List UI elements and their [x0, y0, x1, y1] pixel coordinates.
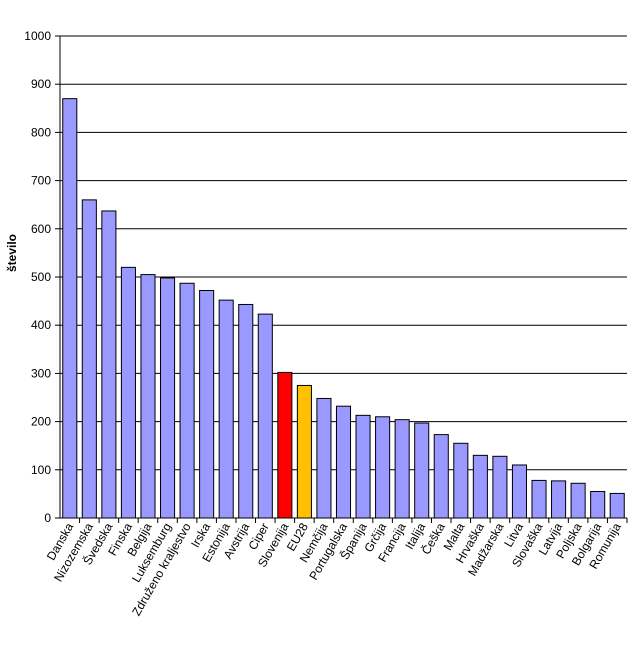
- y-tick-labels: 0 100 200 300 400 500 600 700 800 900 1000: [24, 29, 60, 525]
- y-tick-label: 1000: [24, 29, 51, 43]
- bar: [433, 434, 449, 519]
- y-tick-label: 100: [31, 463, 51, 477]
- bar: [316, 397, 332, 519]
- y-tick-label: 700: [31, 174, 51, 188]
- bar: [394, 419, 410, 519]
- bar: [257, 313, 273, 519]
- bar: [492, 455, 508, 519]
- bar: [238, 303, 254, 519]
- bar: [375, 416, 391, 519]
- y-tick-label: 300: [31, 366, 51, 380]
- y-tick-label: 800: [31, 125, 51, 139]
- bar: [335, 405, 352, 519]
- bar: [199, 289, 215, 519]
- y-tick-label: 200: [31, 415, 51, 429]
- bar: [453, 442, 469, 519]
- bar: [81, 199, 97, 519]
- bar: [414, 422, 430, 519]
- bar: [511, 464, 528, 519]
- bar: [277, 371, 293, 519]
- bar: [101, 210, 117, 519]
- bar: [531, 479, 547, 519]
- bar: [120, 266, 136, 519]
- bar: [159, 277, 176, 519]
- bar: [355, 414, 371, 519]
- bar: [590, 490, 606, 519]
- y-tick-label: 400: [31, 318, 51, 332]
- bar: [62, 98, 78, 519]
- bar: [551, 480, 567, 519]
- bar: [296, 384, 312, 519]
- bar: [472, 454, 488, 519]
- bar: [179, 282, 195, 519]
- y-axis-label: število: [5, 234, 19, 272]
- bar: [570, 482, 586, 519]
- bar: [140, 274, 156, 519]
- x-tick-labels: DanskaNizozemskaŠvedskaFinskaBelgijaLuks…: [44, 518, 628, 618]
- y-tick-label: 500: [31, 270, 51, 284]
- bar: [218, 299, 234, 519]
- y-tick-label: 900: [31, 77, 51, 91]
- y-tick-label: 600: [31, 222, 51, 236]
- bars: [62, 98, 625, 519]
- y-tick-label: 0: [44, 511, 51, 525]
- bar: [609, 492, 625, 519]
